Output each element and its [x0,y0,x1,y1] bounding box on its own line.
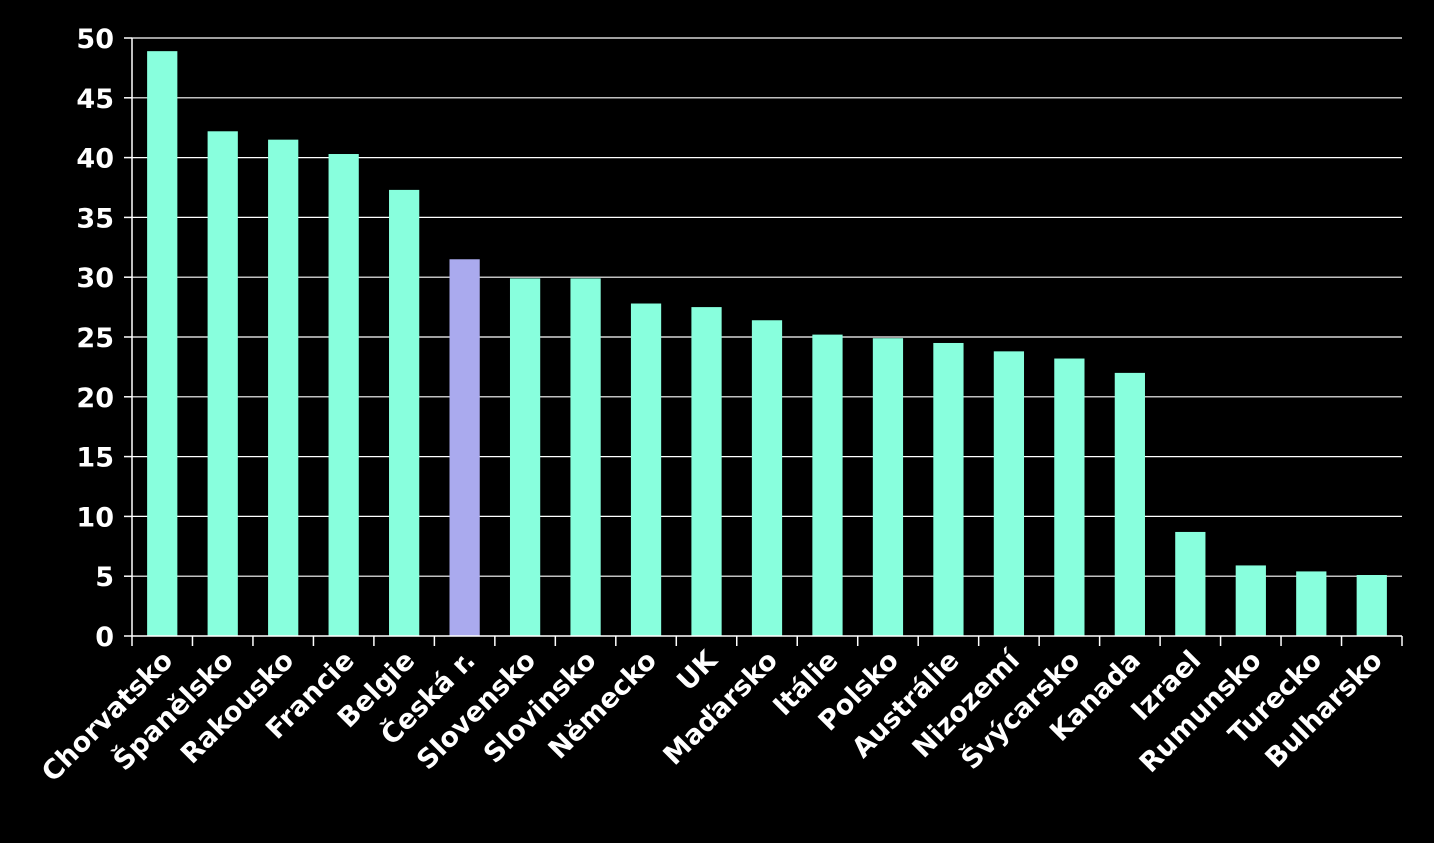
y-tick-label: 45 [76,84,114,115]
y-tick-labels: 0 5 10 15 20 25 30 35 40 45 50 [76,24,114,653]
bar-8 [570,278,601,636]
bar-13 [872,338,904,636]
bar-4 [328,154,359,636]
y-tick-label: 25 [76,323,114,354]
bar-12 [812,334,843,636]
y-tick-label: 20 [76,383,114,414]
bar-10 [691,307,722,636]
axes [124,37,1403,646]
bar-15 [993,351,1025,636]
bar-17 [1114,372,1145,636]
bar-7 [509,278,541,636]
bar-5 [389,189,420,636]
bar-9 [630,303,662,636]
bar-14 [933,342,964,636]
bar-20 [1296,571,1327,636]
y-tick-label: 5 [95,562,114,593]
y-tick-label: 40 [76,144,114,175]
y-tick-label: 30 [76,263,114,294]
y-tick-label: 50 [76,24,114,55]
bars [147,51,1387,636]
bar-19 [1235,565,1266,636]
bar-3 [268,139,299,636]
bar-21 [1356,575,1387,636]
bar-2 [207,131,238,636]
bar-16 [1054,358,1085,636]
bar-6 [449,259,480,636]
bar-18 [1175,531,1206,636]
y-tick-label: 10 [76,502,114,533]
y-tick-label: 0 [95,622,114,653]
y-tick-label: 35 [76,203,114,234]
y-tick-label: 15 [76,443,114,474]
bar-1 [147,51,178,636]
bar-11 [751,320,783,636]
